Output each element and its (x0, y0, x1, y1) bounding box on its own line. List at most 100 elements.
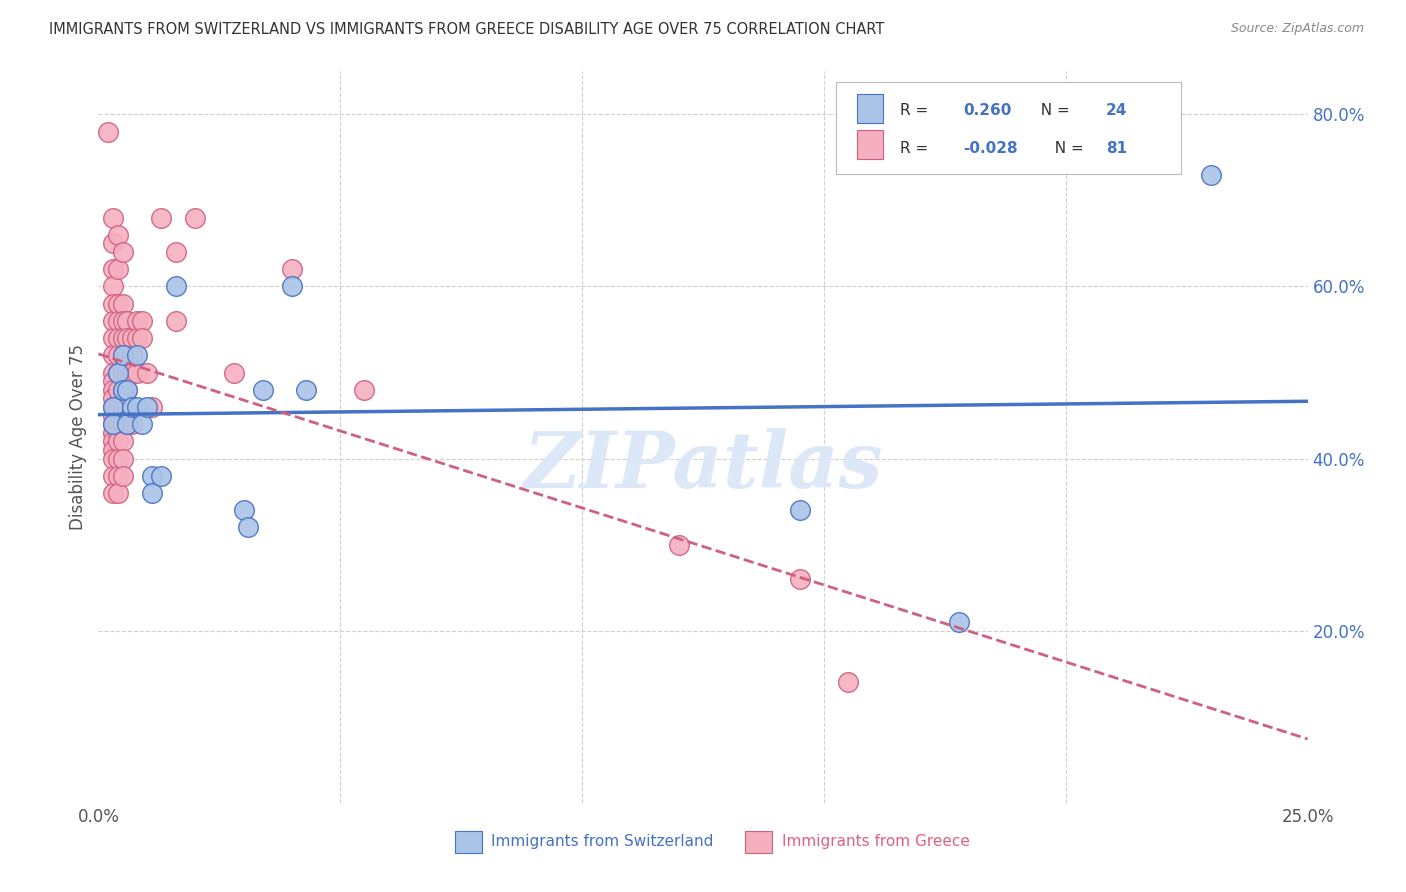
Text: IMMIGRANTS FROM SWITZERLAND VS IMMIGRANTS FROM GREECE DISABILITY AGE OVER 75 COR: IMMIGRANTS FROM SWITZERLAND VS IMMIGRANT… (49, 22, 884, 37)
Point (101, 392, 124, 406)
Point (111, 348, 134, 362)
Text: 81: 81 (1105, 141, 1126, 156)
Point (135, 366, 157, 380)
Point (107, 366, 129, 380)
FancyBboxPatch shape (837, 82, 1181, 174)
Point (107, 425, 129, 440)
Point (252, 383, 274, 397)
Point (117, 366, 139, 380)
Text: N =: N = (1031, 103, 1074, 118)
Point (111, 245, 134, 260)
Point (111, 417, 134, 432)
Point (111, 434, 134, 449)
Point (117, 331, 139, 345)
Point (117, 400, 139, 414)
Point (1199, 168, 1222, 182)
Point (101, 417, 124, 432)
Text: Immigrants from Greece: Immigrants from Greece (782, 834, 970, 849)
Point (117, 383, 139, 397)
Point (141, 400, 163, 414)
Point (117, 314, 139, 328)
Point (165, 314, 187, 328)
Point (101, 262, 124, 277)
Point (837, 675, 859, 690)
Point (281, 262, 304, 277)
Point (222, 366, 245, 380)
Point (165, 245, 187, 260)
Point (107, 451, 129, 466)
Point (111, 468, 134, 483)
Point (111, 331, 134, 345)
Text: Source: ZipAtlas.com: Source: ZipAtlas.com (1230, 22, 1364, 36)
Point (97, 125, 120, 139)
Point (101, 383, 124, 397)
Point (101, 279, 124, 293)
Point (101, 366, 124, 380)
Point (131, 314, 153, 328)
Point (101, 331, 124, 345)
Point (111, 451, 134, 466)
Point (135, 400, 157, 414)
Point (789, 572, 811, 586)
Point (101, 468, 124, 483)
Point (131, 417, 153, 432)
Point (141, 468, 163, 483)
Point (107, 331, 129, 345)
Point (107, 262, 129, 277)
Point (127, 314, 149, 328)
Text: R =: R = (900, 141, 934, 156)
Point (107, 434, 129, 449)
Point (101, 425, 124, 440)
Point (127, 348, 149, 362)
Point (101, 486, 124, 500)
Point (107, 400, 129, 414)
Point (668, 538, 690, 552)
Point (101, 434, 124, 449)
Bar (856, 94, 883, 122)
Point (107, 296, 129, 310)
Point (107, 227, 129, 242)
Point (789, 503, 811, 517)
Bar (456, 830, 482, 853)
Point (101, 296, 124, 310)
Point (107, 468, 129, 483)
Point (101, 409, 124, 423)
Y-axis label: Disability Age Over 75: Disability Age Over 75 (69, 344, 87, 530)
Point (101, 400, 124, 414)
Text: R =: R = (900, 103, 938, 118)
Point (184, 211, 207, 225)
Point (107, 486, 129, 500)
Point (117, 383, 139, 397)
Point (121, 417, 143, 432)
Point (150, 468, 173, 483)
Point (111, 296, 134, 310)
Point (117, 348, 139, 362)
Point (101, 236, 124, 251)
Point (127, 400, 149, 414)
Point (295, 383, 318, 397)
Point (948, 615, 970, 629)
Text: ZIPatlas: ZIPatlas (523, 428, 883, 505)
Point (111, 383, 134, 397)
Point (238, 520, 260, 534)
Point (121, 331, 143, 345)
Point (107, 314, 129, 328)
Point (232, 503, 254, 517)
Point (127, 366, 149, 380)
Point (353, 383, 375, 397)
Text: -0.028: -0.028 (963, 141, 1018, 156)
Point (281, 279, 304, 293)
Point (107, 348, 129, 362)
Text: 0.260: 0.260 (963, 103, 1011, 118)
Point (121, 366, 143, 380)
Point (101, 211, 124, 225)
Point (131, 331, 153, 345)
Point (107, 417, 129, 432)
Point (111, 383, 134, 397)
Point (111, 314, 134, 328)
Point (101, 442, 124, 457)
Point (107, 383, 129, 397)
Point (107, 366, 129, 380)
Point (101, 417, 124, 432)
Text: Immigrants from Switzerland: Immigrants from Switzerland (492, 834, 714, 849)
